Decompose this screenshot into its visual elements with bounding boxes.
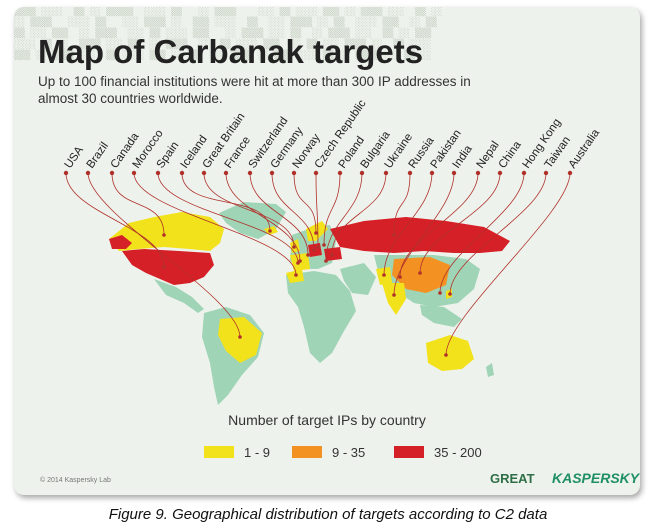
leader-endpoint	[314, 231, 318, 235]
leader-endpoint	[312, 248, 316, 252]
leader-line	[439, 172, 525, 294]
legend-label: 1 - 9	[244, 444, 271, 460]
map-subtitle: Up to 100 financial institutions were hi…	[38, 74, 471, 106]
alaska-region	[109, 235, 132, 249]
country-label: Brazil	[85, 140, 111, 170]
leader-endpoint	[324, 259, 328, 263]
leader-line	[249, 172, 309, 256]
leader-endpoint	[330, 253, 334, 257]
leader-endpoint	[398, 275, 402, 279]
leader-endpoint	[162, 233, 166, 237]
africa-land	[286, 271, 356, 363]
leader-endpoint	[298, 259, 302, 263]
leader-endpoint	[162, 265, 166, 269]
leader-line	[271, 172, 315, 251]
leader-line	[393, 172, 455, 296]
country-label: China	[497, 139, 524, 171]
leader-line	[323, 172, 341, 246]
usa-region	[122, 249, 214, 285]
leader-line	[315, 172, 319, 248]
content-layer: Map of Carbanak targets Up to 100 financ…	[14, 7, 640, 495]
legend-swatch-yellow	[204, 446, 234, 458]
leader-endpoint	[322, 243, 326, 247]
canada-region	[109, 212, 224, 251]
background-code-pattern: ▒▒▒▒ ░░░░ ▒▒ ░░ ▒▒▒▒▒ ░░░░ ▒▒ ░░ ▒▒▒▒ ░░…	[14, 7, 443, 61]
leader-endpoint	[392, 233, 396, 237]
leader-line	[449, 172, 547, 295]
copyright-text: © 2014 Kaspersky Lab	[40, 477, 111, 484]
leader-line	[419, 172, 501, 274]
leader-line	[157, 172, 299, 264]
country-labels: USABrazilCanadaMoroccoSpainIcelandGreat …	[63, 98, 603, 171]
leader-line	[331, 172, 387, 256]
land-masses	[109, 202, 510, 405]
leader-line	[383, 172, 433, 276]
infographic-frame: ▒▒▒▒ ░░░░ ▒▒ ░░ ▒▒▒▒▒ ░░░░ ▒▒ ░░ ▒▒▒▒ ░░…	[14, 7, 640, 495]
legend-item-3: 35 - 200	[394, 444, 482, 460]
brazil-region	[218, 317, 262, 363]
leader-endpoint	[392, 293, 396, 297]
legend-swatch-orange	[292, 446, 322, 458]
leader-endpoint	[292, 245, 296, 249]
legend-swatch-red	[394, 446, 424, 458]
leader-endpoint	[418, 271, 422, 275]
leader-line	[325, 172, 363, 262]
leader-endpoint	[448, 292, 452, 296]
leader-endpoint	[238, 335, 242, 339]
leader-line	[65, 172, 165, 268]
legend-title: Number of target IPs by country	[228, 412, 426, 428]
mexico-central-america	[154, 279, 204, 313]
legend-label: 9 - 35	[332, 444, 366, 460]
greenland-land	[219, 202, 286, 239]
leader-line	[87, 172, 241, 338]
new-zealand-land	[486, 363, 494, 377]
leader-line	[445, 172, 571, 356]
country-label: Nepal	[475, 139, 502, 171]
leader-line	[393, 172, 411, 236]
leader-line	[111, 172, 165, 236]
legend-label: 35 - 200	[434, 444, 482, 460]
china-region	[392, 257, 450, 293]
figure-caption: Figure 9. Geographical distribution of t…	[108, 506, 548, 523]
leader-endpoint	[294, 273, 298, 277]
russia-region	[330, 217, 510, 253]
map-title: Map of Carbanak targets	[38, 33, 424, 70]
leader-endpoint	[444, 353, 448, 357]
leader-endpoint	[382, 273, 386, 277]
leader-endpoint	[268, 229, 272, 233]
india-region	[382, 283, 406, 315]
leader-line	[293, 172, 317, 234]
leader-endpoint	[438, 291, 442, 295]
leader-line	[203, 172, 295, 248]
leader-endpoint	[306, 253, 310, 257]
legend-item-1: 1 - 9	[204, 444, 270, 460]
leader-line	[399, 172, 479, 278]
australia-region	[426, 335, 474, 371]
country-label: USA	[63, 144, 87, 171]
leader-line	[225, 172, 301, 262]
middle-east-land	[340, 263, 376, 295]
legend-item-2: 9 - 35	[292, 444, 365, 460]
great-logo: GREAT	[490, 471, 535, 486]
southeast-asia-land	[420, 305, 462, 327]
leader-lines	[63, 170, 573, 357]
world-map: USABrazilCanadaMoroccoSpainIcelandGreat …	[63, 98, 603, 405]
kaspersky-logo: KASPERSKY	[552, 470, 640, 486]
country-label: Australia	[567, 127, 603, 171]
leader-line	[133, 172, 297, 276]
leader-endpoint	[316, 245, 320, 249]
